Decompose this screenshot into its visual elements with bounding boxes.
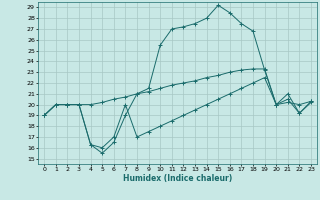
X-axis label: Humidex (Indice chaleur): Humidex (Indice chaleur) <box>123 174 232 183</box>
